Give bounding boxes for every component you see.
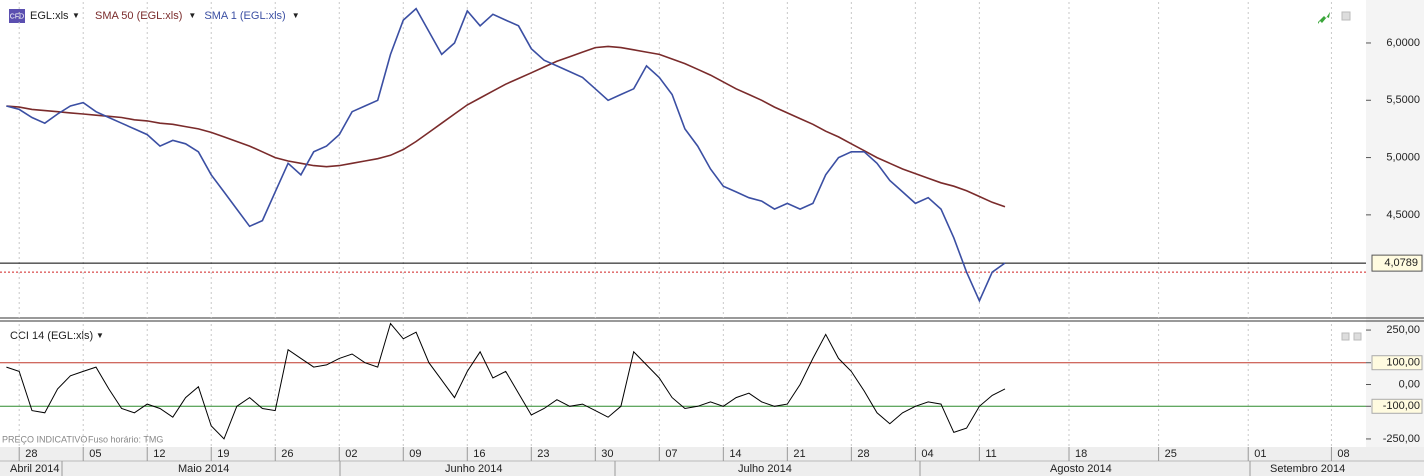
- x-tick-label: 28: [25, 448, 37, 460]
- series-line: [6, 45, 1006, 208]
- x-tick-label: 21: [793, 448, 805, 460]
- x-tick-label: 08: [1337, 448, 1349, 460]
- x-tick-label: 30: [601, 448, 613, 460]
- x-tick-label: 04: [921, 448, 933, 460]
- month-label: Setembro 2014: [1270, 463, 1345, 475]
- x-tick-label: 23: [537, 448, 549, 460]
- footer-note: PREÇO INDICATIVO: [2, 434, 87, 444]
- window-icon[interactable]: [1341, 11, 1351, 21]
- dropdown-arrow[interactable]: ▼: [292, 11, 300, 20]
- x-tick-label: 28: [857, 448, 869, 460]
- series-line: [6, 7, 1006, 303]
- x-tick-label: 02: [345, 448, 357, 460]
- right-axis-bg: [1366, 0, 1424, 476]
- y-tick-label: 0,00: [1399, 378, 1420, 390]
- x-tick-label: 25: [1165, 448, 1177, 460]
- x-tick-label: 01: [1254, 448, 1266, 460]
- y-tick-label: 5,5000: [1386, 94, 1420, 106]
- footer-note: Fuso horário: TMG: [88, 434, 163, 444]
- window-icon[interactable]: [1341, 332, 1350, 341]
- month-label: Maio 2014: [178, 463, 229, 475]
- x-tick-label: 18: [1075, 448, 1087, 460]
- level-label: -100,00: [1383, 400, 1420, 412]
- x-tick-label: 09: [409, 448, 421, 460]
- month-label: Agosto 2014: [1050, 463, 1112, 475]
- badge-bg: [9, 9, 25, 23]
- y-tick-label: 4,5000: [1386, 209, 1420, 221]
- month-label: Julho 2014: [738, 463, 792, 475]
- level-label-bg: [1371, 355, 1423, 371]
- series-line: [6, 322, 1006, 440]
- month-label: Abril 2014: [10, 463, 60, 475]
- level-label: 100,00: [1386, 357, 1420, 369]
- y-tick-label: 250,00: [1386, 324, 1420, 336]
- x-tick-label: 16: [473, 448, 485, 460]
- dropdown-arrow[interactable]: ▼: [188, 11, 196, 20]
- badge: CFD: [10, 13, 24, 20]
- dropdown-arrow[interactable]: ▼: [72, 11, 80, 20]
- x-tick-label: 12: [153, 448, 165, 460]
- last-price-label: 4,0789: [1384, 257, 1418, 269]
- x-tick-label: 14: [729, 448, 741, 460]
- cci-legend[interactable]: CCI 14 (EGL:xls): [10, 330, 93, 342]
- last-price-box: [1371, 254, 1423, 272]
- x-tick-label: 19: [217, 448, 229, 460]
- x-tick-label: 05: [89, 448, 101, 460]
- dropdown-arrow[interactable]: ▼: [96, 331, 104, 340]
- y-tick-label: 6,0000: [1386, 37, 1420, 49]
- x-tick-label: 07: [665, 448, 677, 460]
- level-label-bg: [1371, 398, 1423, 414]
- y-tick-label: -250,00: [1383, 433, 1420, 445]
- x-tick-label: 26: [281, 448, 293, 460]
- trend-icon[interactable]: [1318, 12, 1330, 24]
- symbol[interactable]: EGL:xls: [30, 10, 69, 22]
- window-icon[interactable]: [1353, 332, 1362, 341]
- month-label: Junho 2014: [445, 463, 503, 475]
- x-tick-label: 11: [985, 448, 996, 460]
- y-tick-label: 5,0000: [1386, 151, 1420, 163]
- legend-entry[interactable]: SMA 1 (EGL:xls): [204, 10, 285, 22]
- legend-entry[interactable]: SMA 50 (EGL:xls): [95, 10, 182, 22]
